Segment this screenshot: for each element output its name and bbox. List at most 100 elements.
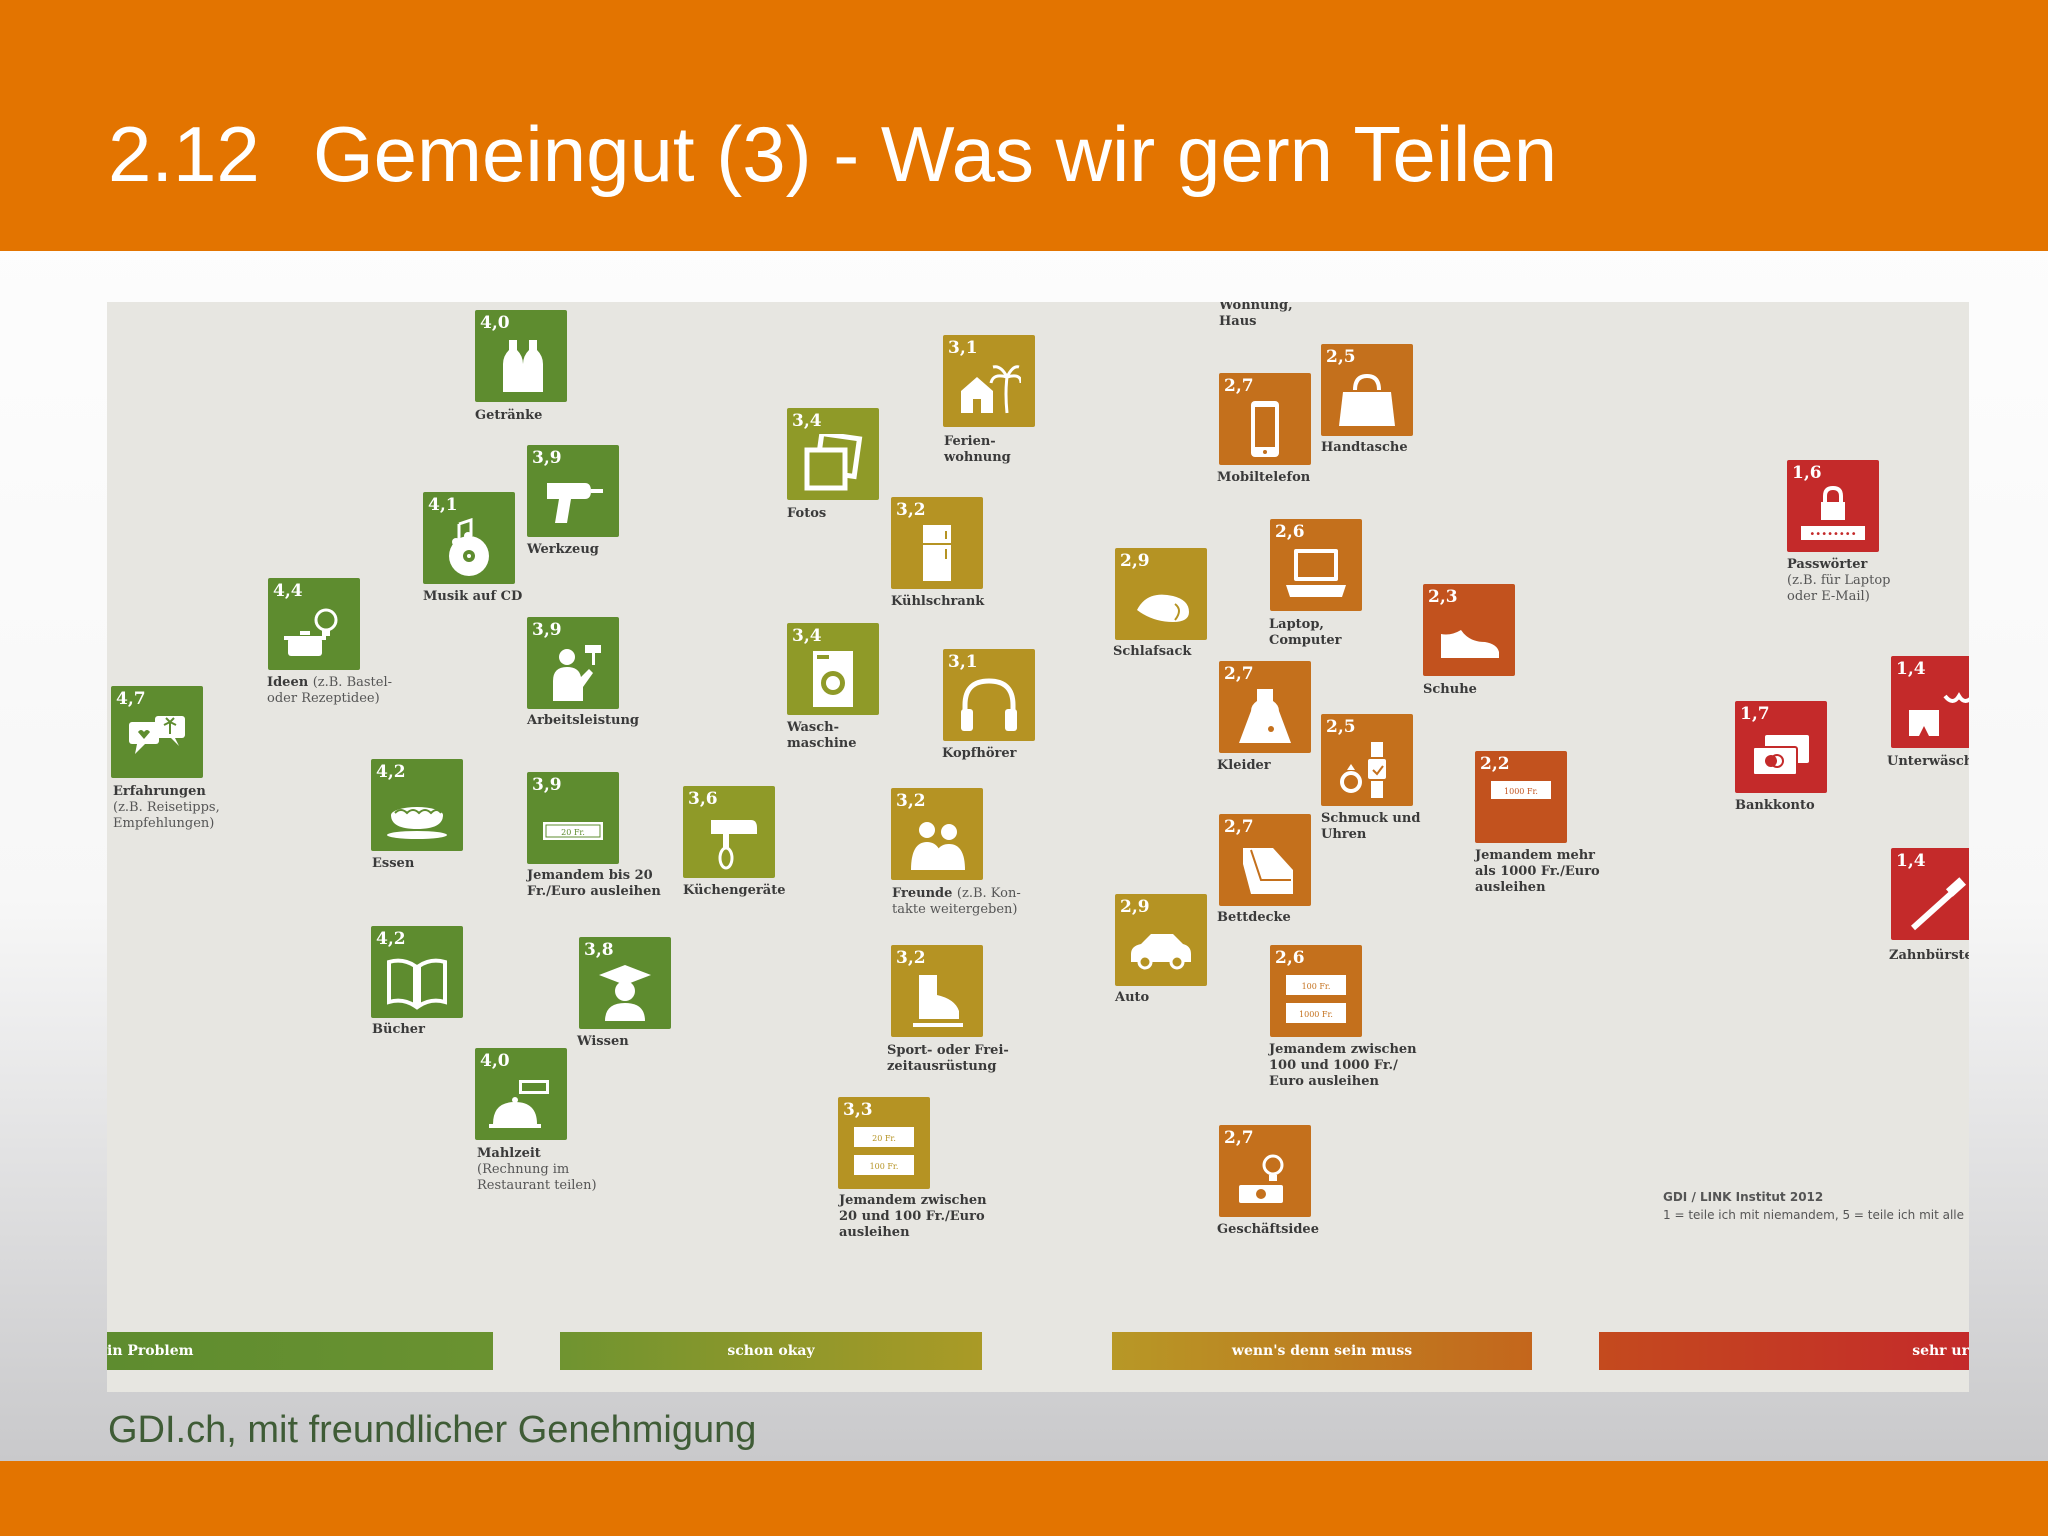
banknote-icon: 1000 Fr.: [1491, 781, 1551, 799]
item-tile-20-100: 3,3 20 Fr. 100 Fr.: [838, 1097, 930, 1189]
music-cd-icon: [449, 518, 489, 576]
house-palm-icon: [961, 365, 1021, 414]
underwear-icon: [1909, 692, 1969, 736]
footer-bar: [0, 1461, 2048, 1536]
item-tile-fotos: 3,4: [787, 408, 879, 500]
shoe-icon: [1441, 630, 1499, 658]
dress-icon: [1239, 689, 1291, 743]
svg-text:1000 Fr.: 1000 Fr.: [1504, 787, 1538, 796]
item-tile-laptop: 2,6: [1270, 519, 1362, 611]
item-tile-schmuck: 2,5: [1321, 714, 1413, 806]
svg-text:1000 Fr.: 1000 Fr.: [1299, 1010, 1333, 1019]
pot-lightbulb-icon: [284, 608, 338, 656]
item-tile-buecher: 4,2: [371, 926, 463, 1018]
item-label-bettdecke: Bettdecke: [1217, 910, 1291, 925]
header-bar: [0, 0, 2048, 251]
sharing-infographic: 4,7 Erfahrungen (z.B. Reisetipps, Empfeh…: [107, 302, 1969, 1392]
item-tile-arbeitsleistung: 3,9: [527, 617, 619, 709]
item-label-kuechengeraete: Küchengeräte: [683, 883, 786, 898]
item-tile-bettdecke: 2,7: [1219, 814, 1311, 906]
friends-icon: [911, 822, 965, 870]
item-label-wissen: Wissen: [577, 1034, 629, 1049]
scale-band-kein-problem: in Problem: [107, 1332, 493, 1370]
item-label-mahlzeit: Mahlzeit (Rechnung im Restaurant teilen): [477, 1146, 597, 1193]
item-label-buecher: Bücher: [372, 1022, 425, 1037]
banknotes-icon: 20 Fr. 100 Fr.: [854, 1127, 914, 1175]
source-note: GDI / LINK Institut 2012 1 = teile ich mi…: [1663, 1190, 1965, 1222]
svg-text:20 Fr.: 20 Fr.: [872, 1134, 896, 1143]
item-label-ideen: Ideen (z.B. Bastel- oder Rezeptidee): [267, 675, 393, 706]
cards-icon: [1752, 735, 1809, 776]
item-tile-kleider: 2,7: [1219, 661, 1311, 753]
washing-machine-icon: [813, 651, 853, 707]
item-tile-sport: 3,2: [891, 945, 983, 1037]
car-icon: [1131, 934, 1191, 970]
speech-bubbles-icon: [129, 716, 185, 754]
item-label-kopfhoerer: Kopfhörer: [942, 746, 1017, 761]
item-label-geschaeftsidee: Geschäftsidee: [1217, 1222, 1319, 1237]
item-tile-schlafsack: 2,9: [1115, 548, 1207, 640]
item-label-arbeitsleistung: Arbeitsleistung: [527, 713, 640, 728]
svg-text:100 Fr.: 100 Fr.: [1302, 982, 1331, 991]
item-label-wohnung: Wohnung, Haus: [1219, 302, 1293, 329]
open-book-icon: [387, 958, 447, 1010]
laptop-icon: [1286, 549, 1346, 597]
item-tile-bankkonto: 1,7: [1735, 701, 1827, 793]
item-tile-ferienwohnung: 3,1: [943, 335, 1035, 427]
item-tile-kuechengeraete: 3,6: [683, 786, 775, 878]
mixer-icon: [711, 820, 757, 870]
item-label-100-1000: Jemandem zwischen 100 und 1000 Fr./ Euro…: [1269, 1042, 1417, 1089]
item-label-laptop: Laptop, Computer: [1269, 617, 1342, 648]
item-tile-waschmaschine: 3,4: [787, 623, 879, 715]
item-label-freunde: Freunde (z.B. Kon- takte weitergeben): [892, 886, 1021, 917]
item-label-mobiltelefon: Mobiltelefon: [1217, 470, 1311, 485]
item-tile-100-1000: 2,6 100 Fr. 1000 Fr.: [1270, 945, 1362, 1037]
item-label-musik: Musik auf CD: [423, 589, 523, 604]
item-tile-erfahrungen: 4,7: [111, 686, 203, 778]
item-label-bankkonto: Bankkonto: [1735, 798, 1815, 813]
item-label-kleider: Kleider: [1217, 758, 1271, 773]
photos-icon: [804, 434, 863, 491]
scale-band-sehr-ungern: sehr ur: [1599, 1332, 1969, 1370]
item-label-kuehlschrank: Kühlschrank: [891, 594, 985, 609]
item-label-werkzeug: Werkzeug: [527, 542, 599, 557]
item-value: 4,7: [116, 689, 146, 709]
mobile-phone-icon: [1251, 401, 1279, 457]
worker-roller-icon: [553, 645, 601, 701]
item-label-ferienwohnung: Ferien- wohnung: [944, 434, 1011, 465]
svg-text:••••••••: ••••••••: [1809, 529, 1856, 540]
credit-text: GDI.ch, mit freundlicher Genehmigung: [108, 1409, 757, 1451]
graduate-icon: [599, 965, 651, 1021]
item-tile-handtasche: 2,5: [1321, 344, 1413, 436]
handbag-icon: [1339, 373, 1395, 426]
item-tile-bis-20: 3,9 20 Fr.: [527, 772, 619, 864]
item-tile-freunde: 3,2: [891, 788, 983, 880]
item-tile-zahnbuerste: 1,4: [1891, 848, 1969, 940]
blanket-icon: [1243, 848, 1293, 894]
item-label-sport: Sport- oder Frei- zeitausrüstung: [887, 1043, 1009, 1074]
item-tile-mobiltelefon: 2,7: [1219, 373, 1311, 465]
item-tile-mahlzeit: 4,0: [475, 1048, 567, 1140]
item-tile-wissen: 3,8: [579, 937, 671, 1029]
cloche-icon: [489, 1080, 549, 1128]
money-lightbulb-icon: [1239, 1154, 1284, 1203]
item-label-passwoerter: Passwörter (z.B. für Laptop oder E-Mail): [1787, 557, 1891, 604]
section-number: 2.12: [108, 110, 260, 198]
headphones-icon: [961, 678, 1017, 731]
item-tile-musik: 4,1: [423, 492, 515, 584]
lock-password-icon: ••••••••: [1801, 486, 1865, 540]
item-tile-unterwaesche: 1,4: [1891, 656, 1969, 748]
ring-watch-icon: [1340, 742, 1388, 798]
item-tile-passwoerter: 1,6 ••••••••: [1787, 460, 1879, 552]
item-label-auto: Auto: [1115, 990, 1150, 1005]
banknotes-icon: 100 Fr. 1000 Fr.: [1286, 975, 1346, 1023]
toothbrush-icon: [1910, 877, 1967, 931]
page-title: 2.12 Gemeingut (3) - Was wir gern Teilen: [108, 104, 1557, 204]
item-label-waschmaschine: Wasch- maschine: [787, 720, 857, 751]
skate-icon: [913, 975, 963, 1027]
item-tile-geschaeftsidee: 2,7: [1219, 1125, 1311, 1217]
item-label-20-100: Jemandem zwischen 20 und 100 Fr./Euro au…: [839, 1193, 987, 1240]
item-tile-schuhe: 2,3: [1423, 584, 1515, 676]
title-text: Gemeingut (3) - Was wir gern Teilen: [313, 110, 1558, 198]
item-tile-auto: 2,9: [1115, 894, 1207, 986]
